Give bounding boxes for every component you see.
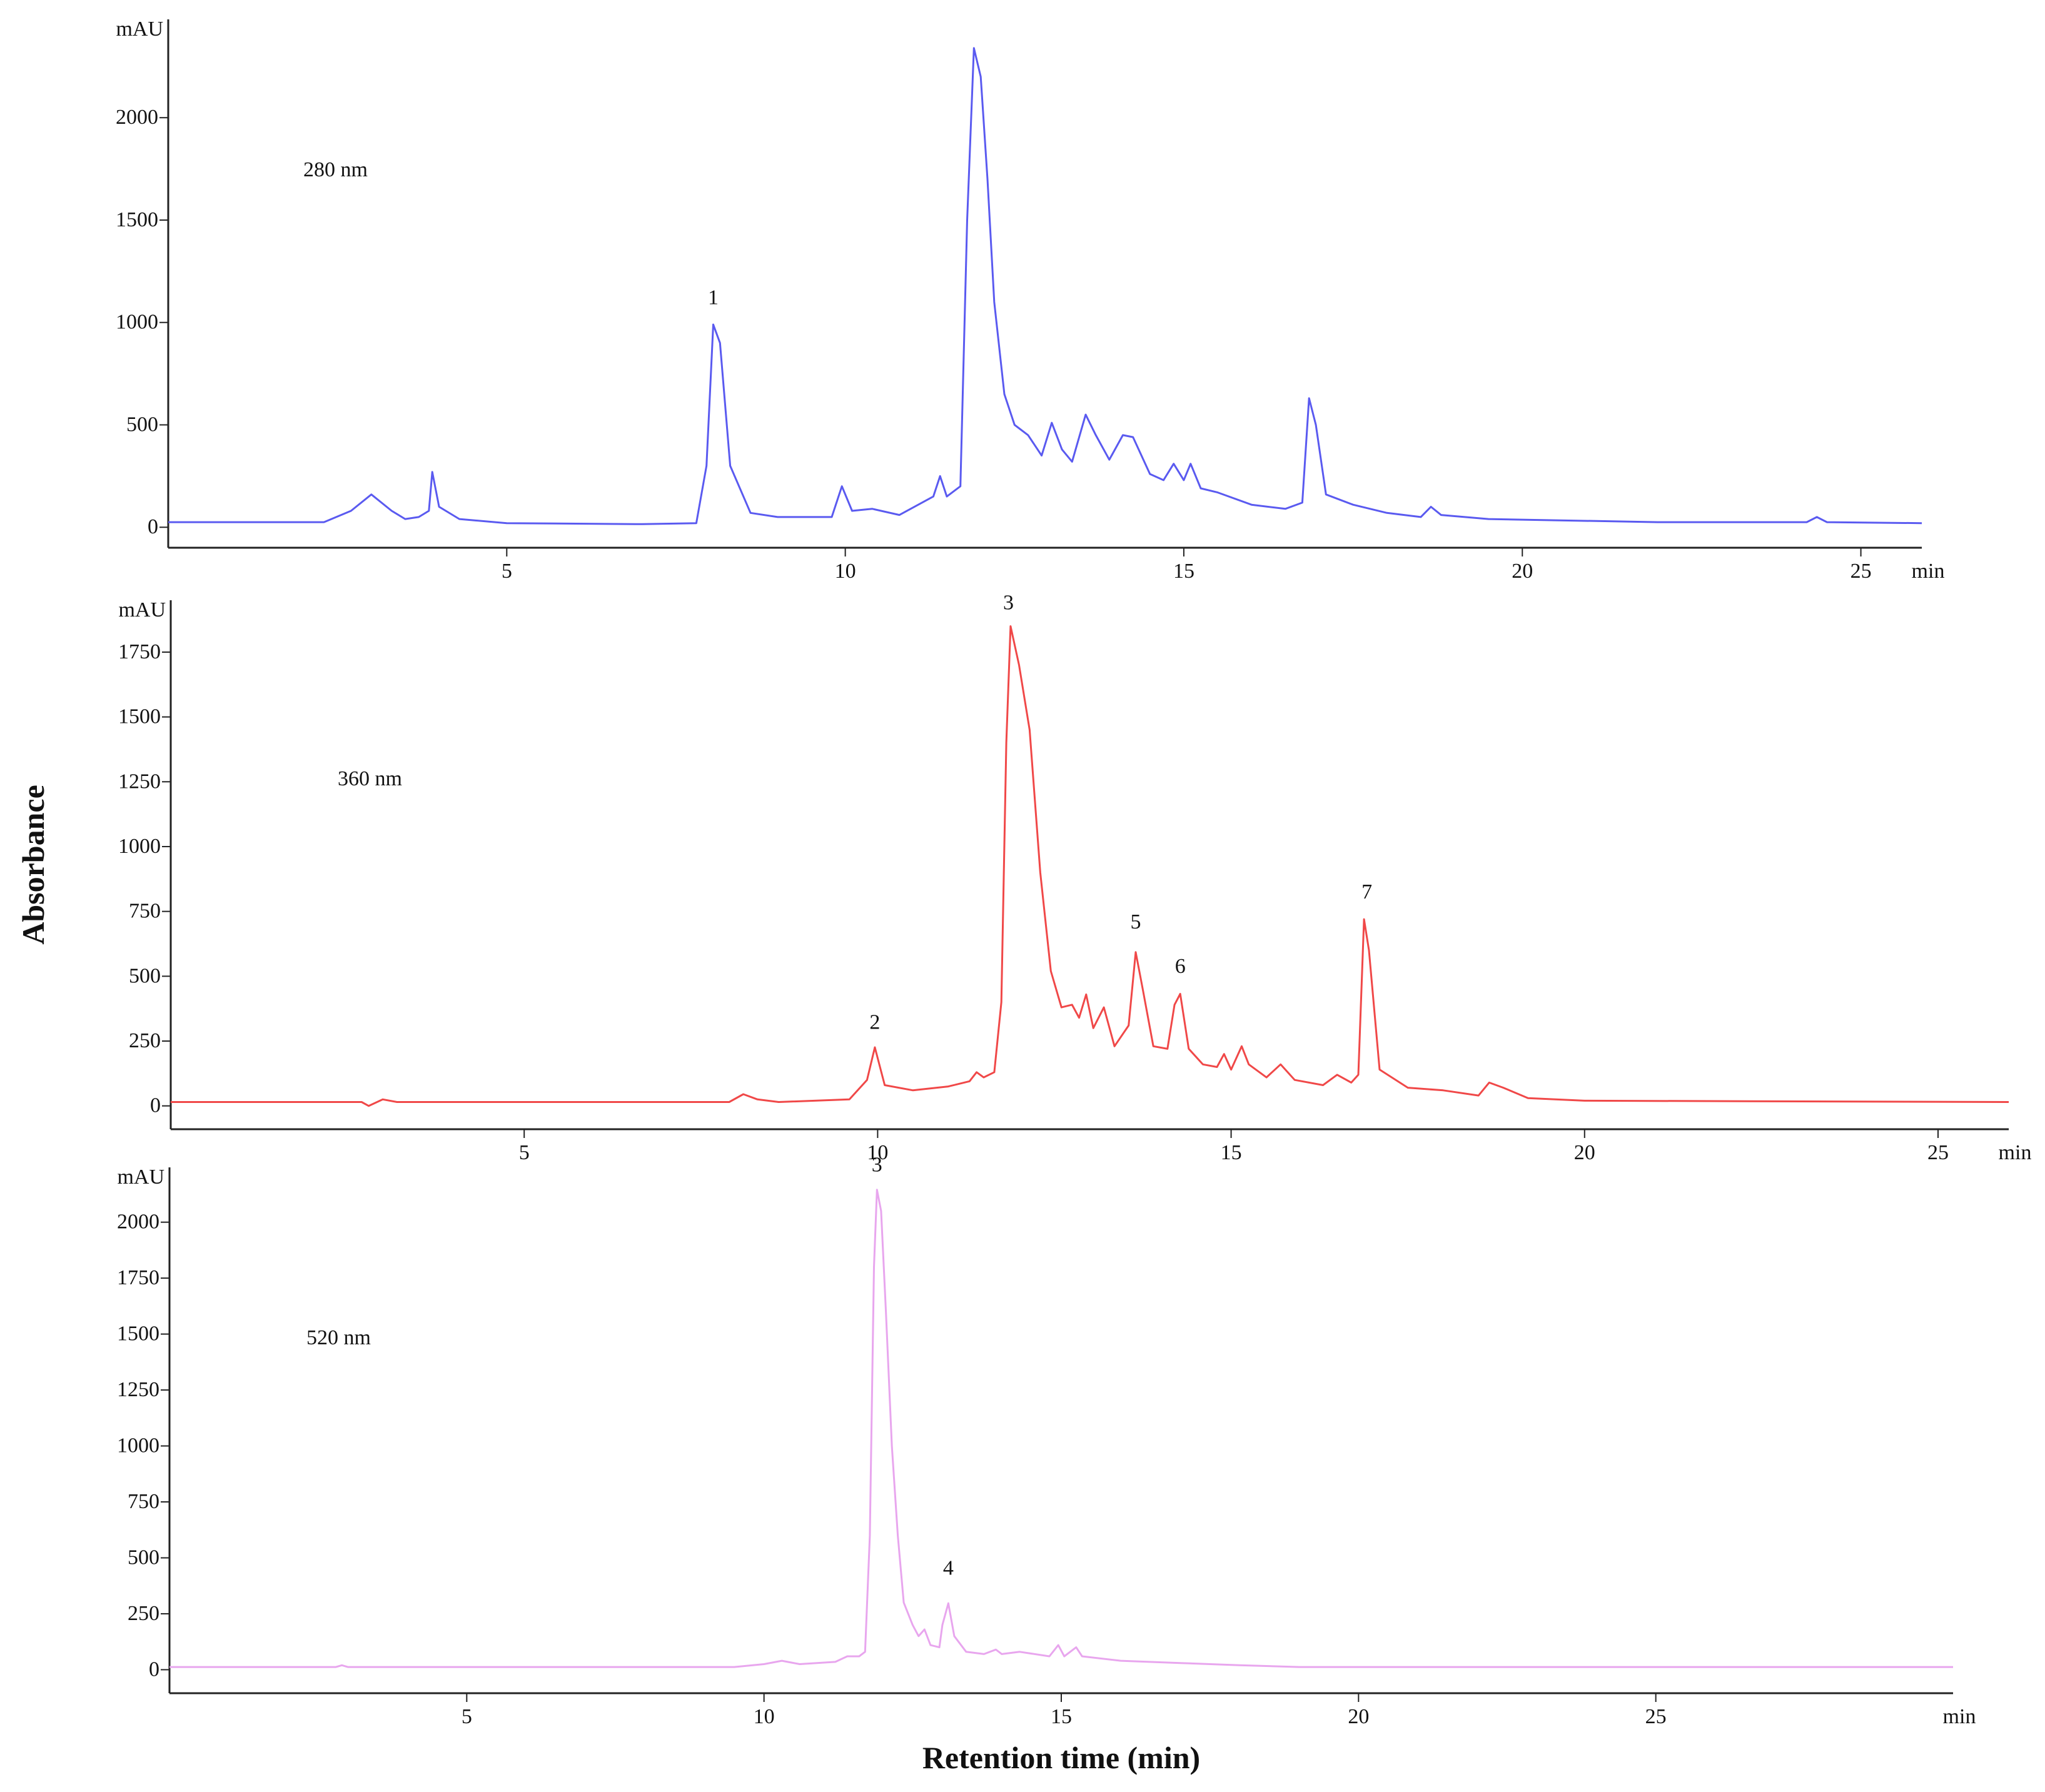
y-tick-label: 1000: [117, 1434, 159, 1457]
y-tick-label: 0: [150, 1094, 161, 1117]
y-tick-label: 1250: [117, 1378, 159, 1401]
x-tick-label: 5: [519, 1141, 530, 1164]
chromatogram-trace: [169, 1189, 1953, 1668]
x-unit: min: [1999, 1141, 2032, 1164]
y-tick-label: 750: [128, 1490, 159, 1513]
peak-label: 2: [869, 1011, 880, 1034]
peak-label: 5: [1130, 910, 1141, 934]
y-unit: mAU: [116, 18, 163, 41]
peak-label: 6: [1175, 955, 1186, 978]
y-tick-label: 0: [148, 515, 158, 538]
x-tick-label: 10: [867, 1141, 888, 1164]
y-axis-title: Absorbance: [16, 785, 51, 945]
x-tick-label: 5: [462, 1705, 472, 1728]
y-tick-label: 1500: [116, 208, 158, 231]
peak-label: 4: [943, 1556, 954, 1579]
chromatogram-trace: [171, 625, 2009, 1107]
y-tick-label: 250: [129, 1029, 161, 1052]
peak-label: 7: [1361, 880, 1372, 904]
y-tick-label: 1750: [118, 640, 161, 663]
x-unit: min: [1943, 1705, 1976, 1728]
x-tick-label: 15: [1173, 560, 1194, 583]
y-tick-label: 1250: [118, 770, 161, 793]
wavelength-label: 280 nm: [303, 158, 368, 181]
x-tick-label: 25: [1645, 1705, 1667, 1728]
x-tick-label: 10: [754, 1705, 775, 1728]
x-tick-label: 25: [1851, 560, 1872, 583]
x-axis-title: Retention time (min): [922, 1740, 1200, 1775]
x-tick-label: 25: [1927, 1141, 1949, 1164]
peak-label: 3: [872, 1153, 882, 1176]
y-tick-label: 500: [129, 964, 161, 987]
y-tick-label: 2000: [116, 106, 158, 129]
peak-label: 1: [708, 286, 719, 309]
y-tick-label: 250: [128, 1602, 159, 1625]
y-unit: mAU: [117, 1165, 164, 1189]
y-unit: mAU: [118, 598, 166, 622]
y-tick-label: 1000: [118, 835, 161, 858]
y-tick-label: 1750: [117, 1266, 159, 1289]
y-tick-label: 2000: [117, 1211, 159, 1234]
wavelength-label: 360 nm: [338, 767, 402, 790]
x-tick-label: 20: [1348, 1705, 1369, 1728]
y-tick-label: 750: [129, 900, 161, 923]
x-tick-label: 10: [835, 560, 856, 583]
x-unit: min: [1912, 560, 1945, 583]
x-tick-label: 5: [502, 560, 512, 583]
x-tick-label: 15: [1221, 1141, 1242, 1164]
y-tick-label: 1500: [118, 705, 161, 728]
y-tick-label: 1500: [117, 1322, 159, 1346]
x-tick-label: 20: [1574, 1141, 1595, 1164]
y-tick-label: 500: [126, 413, 158, 436]
y-tick-label: 500: [128, 1546, 159, 1569]
y-tick-label: 1000: [116, 311, 158, 334]
x-tick-label: 15: [1051, 1705, 1072, 1728]
y-tick-label: 0: [149, 1658, 159, 1681]
wavelength-label: 520 nm: [306, 1326, 371, 1349]
chromatogram-trace: [168, 47, 1922, 525]
x-tick-label: 20: [1512, 560, 1533, 583]
peak-label: 3: [1003, 591, 1014, 615]
